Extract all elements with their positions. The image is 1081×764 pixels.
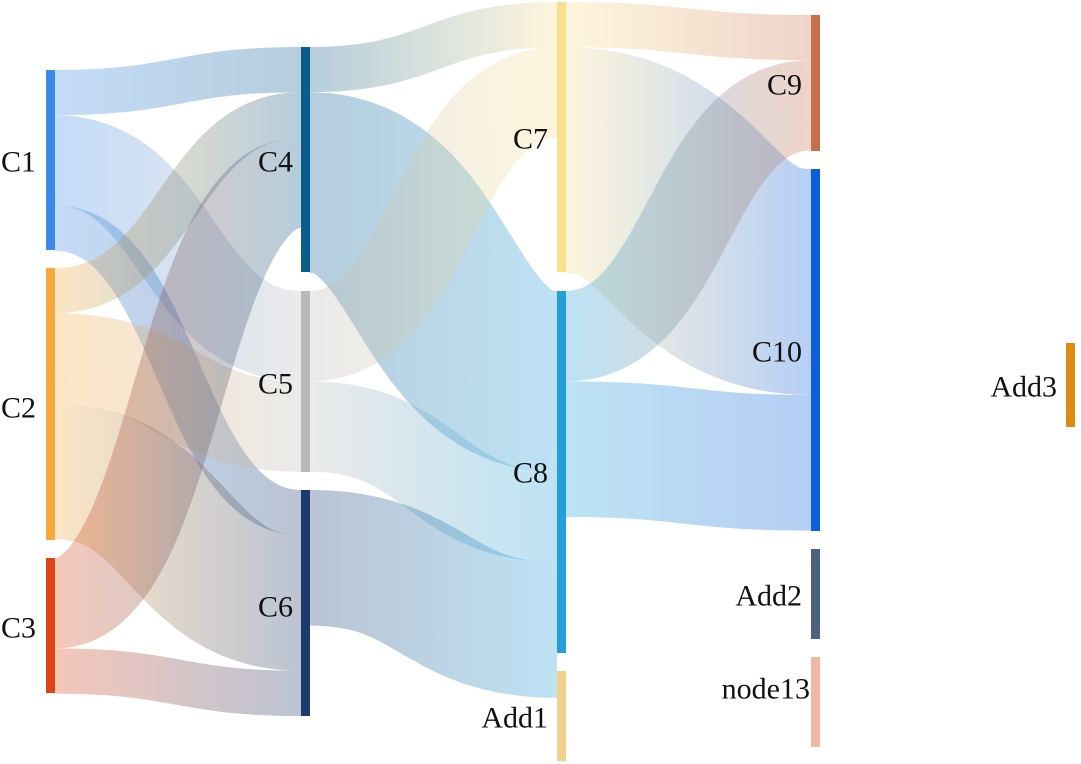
node-C3: [46, 558, 55, 693]
link-C3-C4: [49, 137, 307, 649]
node-label-C3: C3: [1, 612, 36, 645]
link-C1-C4: [54, 47, 302, 116]
node-label-C8: C8: [513, 457, 548, 490]
node-C9: [811, 15, 820, 151]
node-label-C9: C9: [767, 69, 802, 102]
node-C7: [557, 2, 566, 272]
node-C10: [811, 169, 820, 531]
link-C8-C10: [565, 381, 812, 531]
node-label-Add1: Add1: [481, 702, 548, 735]
node-C8: [557, 291, 566, 653]
node-label-C1: C1: [1, 146, 36, 179]
node-Add1: [557, 671, 566, 761]
link-C6-C8: [308, 490, 559, 698]
link-C8-C9: [562, 60, 815, 382]
link-C3-C6: [54, 648, 302, 716]
node-Add2: [811, 549, 820, 639]
node-label-node13: node13: [722, 673, 810, 706]
node-label-Add3: Add3: [990, 371, 1057, 404]
node-node13: [811, 657, 820, 747]
link-C2-C6: [51, 403, 305, 671]
link-C7-C9: [565, 2, 812, 61]
node-label-C2: C2: [1, 392, 36, 425]
node-label-C5: C5: [258, 368, 293, 401]
node-C6: [301, 490, 310, 716]
links-layer: [49, 2, 817, 716]
link-C2-C4: [53, 92, 303, 314]
node-label-C6: C6: [258, 591, 293, 624]
node-C5: [301, 291, 310, 472]
node-label-C4: C4: [258, 146, 293, 179]
link-C5-C7: [306, 47, 561, 382]
labels-layer: C1 C2 C3 C4 C5 C6 C7 C8 Add1 C9 C10 Add2 node13 Add3: [1, 69, 1057, 735]
node-label-C10: C10: [752, 336, 802, 369]
link-C5-C8: [308, 381, 559, 563]
node-C2: [46, 268, 55, 540]
node-C1: [46, 70, 55, 250]
node-Add3: [1066, 343, 1075, 427]
node-label-Add2: Add2: [735, 580, 802, 613]
link-C4-C7: [309, 2, 558, 93]
node-label-C7: C7: [513, 123, 548, 156]
link-C1-C5: [52, 115, 304, 382]
nodes-layer: [46, 2, 1075, 761]
node-C4: [301, 47, 310, 272]
